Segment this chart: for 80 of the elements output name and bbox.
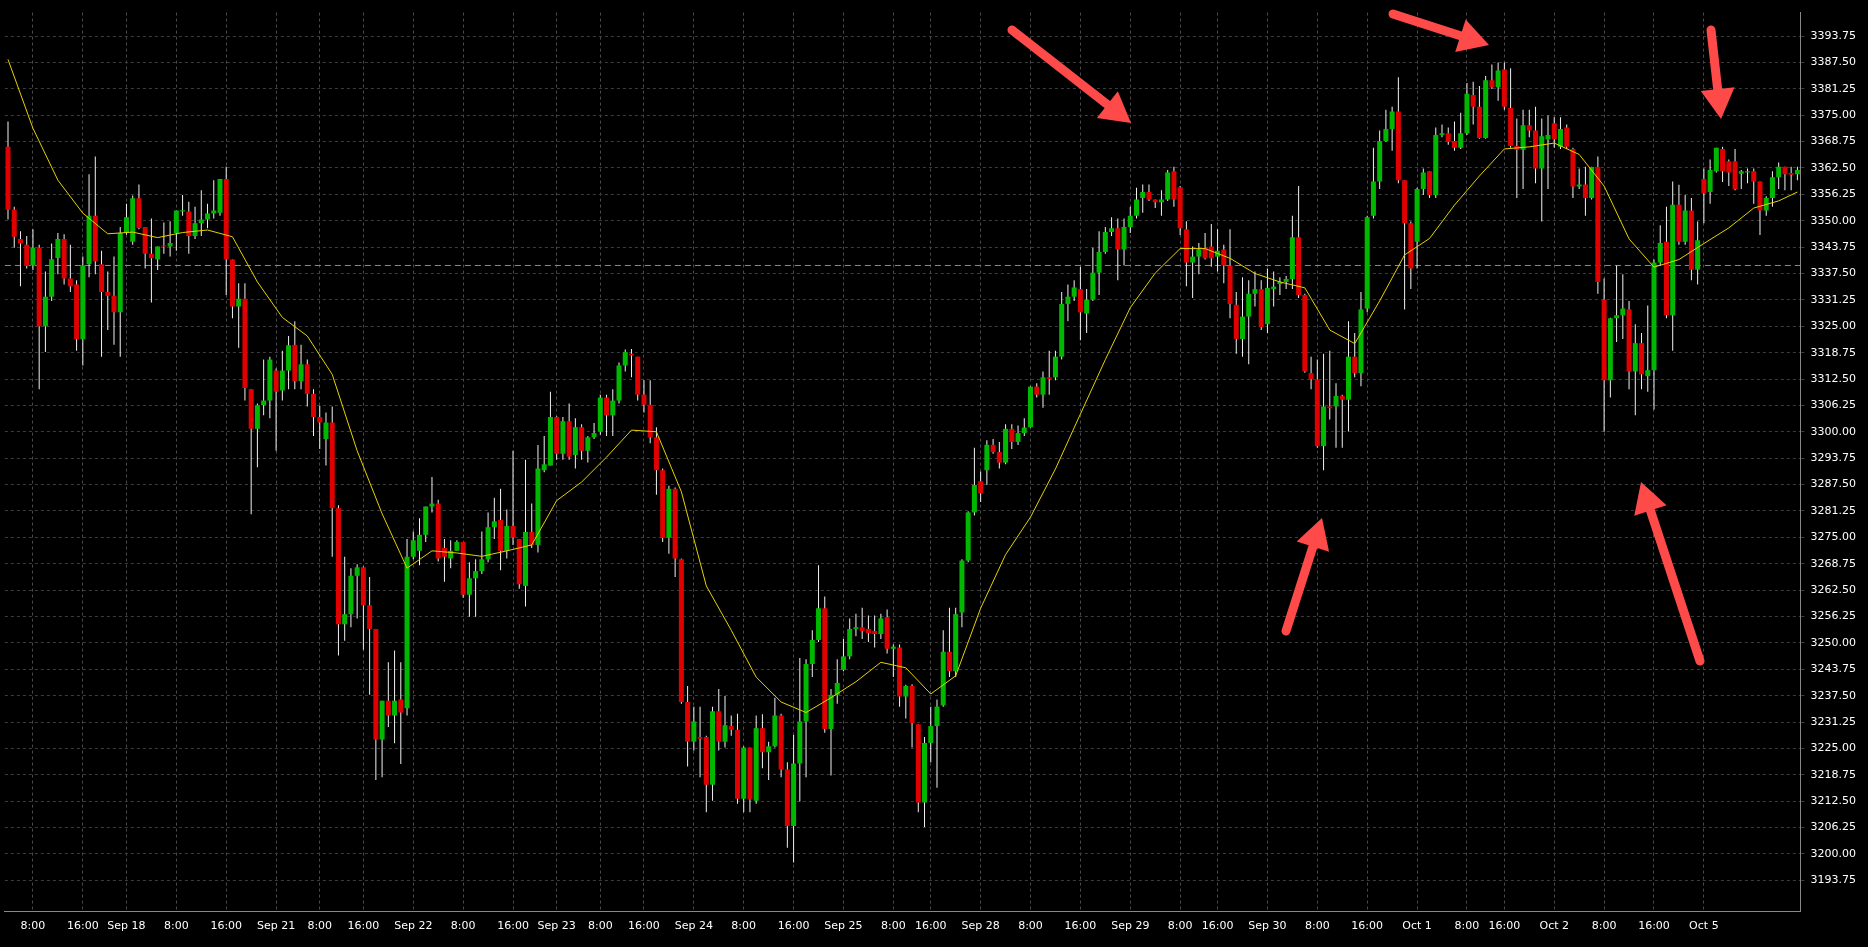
x-tick-label: 16:00 [777,919,810,933]
x-tick-label: 8:00 [1167,919,1193,933]
x-tick-label: 8:00 [731,919,757,933]
x-tick-label: 8:00 [881,919,906,933]
y-tick-label: 3312.50 [1810,371,1857,385]
candlestick [853,613,859,637]
candlestick [1327,350,1333,420]
y-tick-label: 3275.00 [1810,530,1857,544]
x-tick-label: Oct 2 [1539,919,1569,933]
candlestick [1614,265,1620,342]
x-tick-label: Sep 22 [394,919,433,933]
y-tick-label: 3193.75 [1810,873,1857,887]
y-tick-label: 3356.25 [1810,187,1857,201]
y-tick-label: 3318.75 [1810,345,1857,359]
x-tick-label: 16:00 [914,919,947,933]
candlestick [105,271,111,331]
x-tick-label: 8:00 [1018,919,1043,933]
y-tick-label: 3331.25 [1810,292,1857,306]
x-tick-label: 8:00 [587,919,613,933]
y-tick-label: 3293.75 [1810,451,1857,465]
x-tick-label: Sep 23 [537,919,576,933]
x-tick-label: 16:00 [1201,919,1234,933]
y-tick-label: 3325.00 [1810,319,1857,333]
y-tick-label: 3237.50 [1810,688,1857,702]
y-tick-label: 3225.00 [1810,741,1857,755]
x-tick-label: Sep 21 [256,919,296,933]
x-tick-label: 8:00 [20,919,46,933]
y-tick-label: 3262.50 [1810,582,1857,596]
y-tick-label: 3206.25 [1810,820,1857,834]
y-tick-label: 3281.25 [1810,503,1857,517]
x-tick-label: Sep 30 [1248,919,1287,933]
y-tick-label: 3306.25 [1810,398,1857,412]
y-tick-label: 3368.75 [1810,134,1857,148]
x-tick-label: Oct 1 [1402,919,1432,933]
x-tick-label: 16:00 [497,919,529,933]
x-tick-label: 8:00 [1454,919,1480,933]
y-tick-label: 3250.00 [1810,635,1857,649]
candlestick [1645,305,1651,392]
x-tick-label: 16:00 [347,919,380,933]
y-tick-label: 3256.25 [1810,609,1857,623]
candlestick [161,222,167,254]
y-tick-label: 3300.00 [1810,424,1857,438]
candlestick [17,231,23,287]
x-tick-label: Sep 28 [961,919,1000,933]
y-tick-label: 3231.25 [1810,714,1857,728]
y-tick-label: 3337.50 [1810,266,1857,280]
x-tick-label: 8:00 [163,919,189,933]
x-tick-label: 16:00 [66,919,99,933]
x-tick-label: 16:00 [1351,919,1384,933]
x-tick-label: 16:00 [1064,919,1097,933]
y-tick-label: 3381.25 [1810,81,1857,95]
x-tick-label: Sep 24 [674,919,713,933]
x-tick-label: 8:00 [307,919,333,933]
x-tick-label: 16:00 [210,919,243,933]
x-tick-label: Sep 25 [824,919,863,933]
candlestick [1046,350,1052,395]
y-tick-label: 3287.50 [1810,477,1857,491]
candlestick [1545,115,1551,190]
y-tick-label: 3375.00 [1810,108,1857,122]
y-tick-label: 3362.50 [1810,160,1857,174]
y-tick-label: 3218.75 [1810,767,1857,781]
x-tick-label: Sep 18 [107,919,146,933]
x-tick-label: Oct 5 [1689,919,1719,933]
y-tick-label: 3387.50 [1810,55,1857,69]
y-tick-label: 3200.00 [1810,846,1857,860]
y-tick-label: 3393.75 [1810,28,1857,42]
x-tick-label: 16:00 [1488,919,1521,933]
candlestick [429,476,435,513]
y-tick-label: 3243.75 [1810,662,1857,676]
x-tick-label: 8:00 [1304,919,1330,933]
x-tick-label: 8:00 [450,919,476,933]
candlestick [1339,394,1345,448]
x-tick-label: 16:00 [1638,919,1670,933]
x-tick-label: 16:00 [628,919,660,933]
x-tick-label: 8:00 [1591,919,1617,933]
y-tick-label: 3343.75 [1810,239,1857,253]
y-tick-label: 3268.75 [1810,556,1857,570]
y-tick-label: 3350.00 [1810,213,1857,227]
x-tick-label: Sep 29 [1111,919,1150,933]
y-tick-label: 3212.50 [1810,794,1857,808]
